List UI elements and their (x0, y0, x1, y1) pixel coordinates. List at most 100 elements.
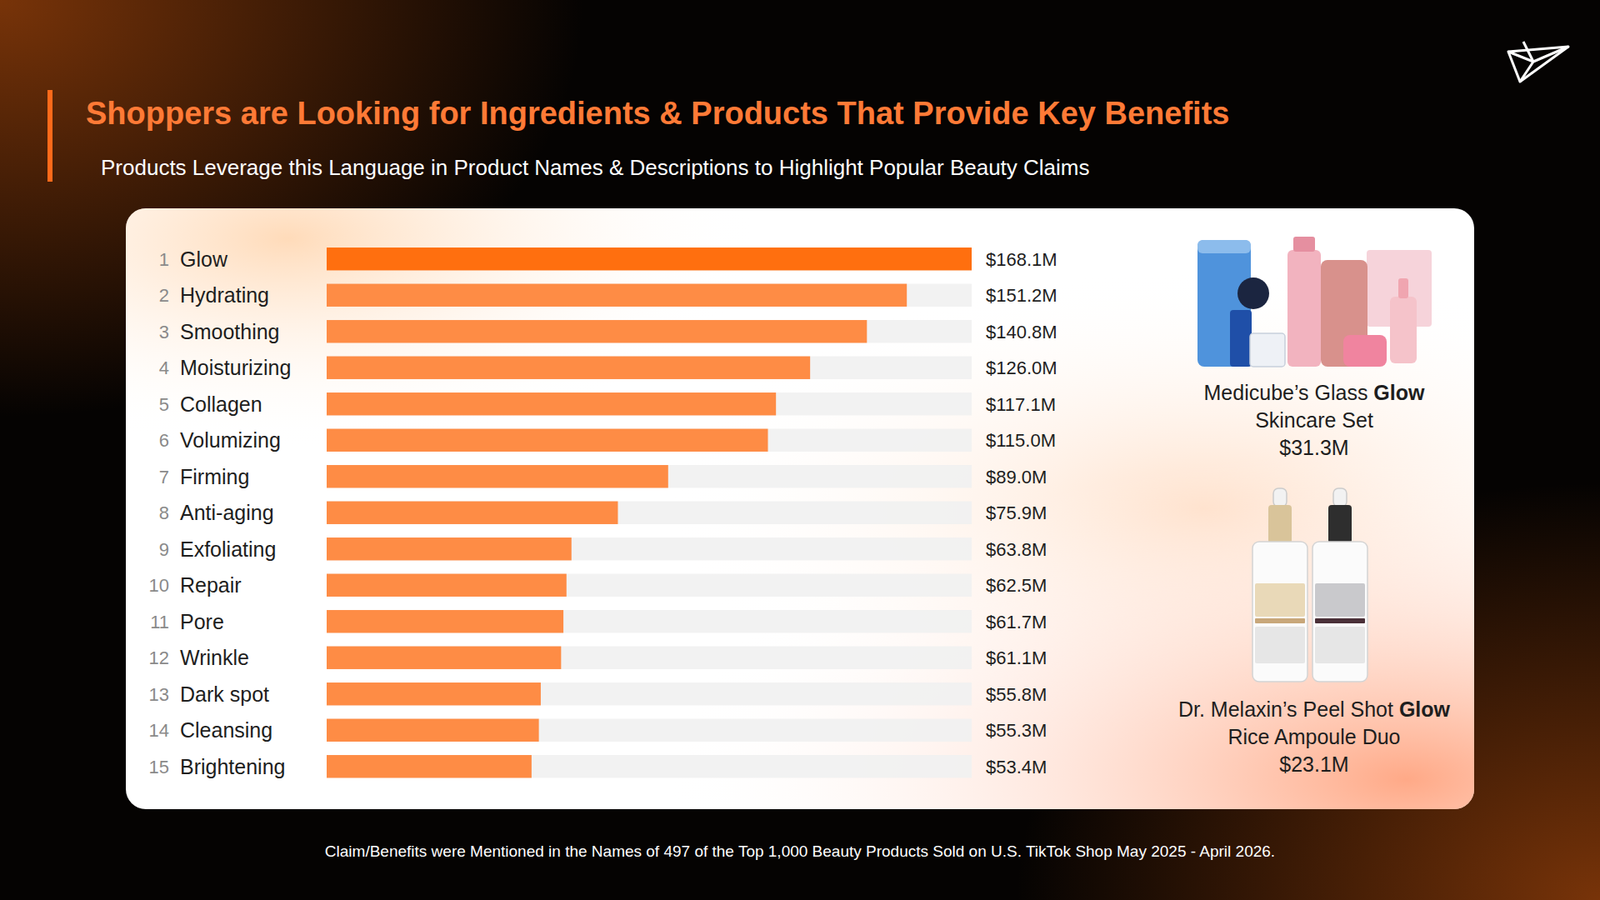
rank-label: 6 (159, 430, 170, 451)
bar (326, 392, 776, 415)
bar (326, 320, 867, 343)
tracks (326, 247, 972, 778)
rank-label: 11 (150, 611, 170, 633)
product-shape (1328, 505, 1352, 544)
track (326, 501, 972, 525)
rank-label: 7 (159, 466, 170, 488)
bar (326, 356, 810, 380)
bar (326, 465, 669, 488)
bar (326, 719, 540, 742)
category-label: Pore (180, 610, 225, 634)
category-label: Exfoliating (180, 537, 276, 561)
category-label: Firming (180, 465, 250, 489)
rank-label: 10 (149, 575, 170, 596)
rank-label: 1 (159, 249, 170, 270)
product-shape (1333, 488, 1347, 507)
bars (326, 247, 972, 778)
bar (326, 574, 567, 597)
bar (326, 646, 561, 670)
footnote: Claim/Benefits were Mentioned in the Nam… (325, 842, 1275, 860)
value-label: $63.8M (985, 539, 1047, 560)
product-shape (1293, 236, 1315, 252)
product-image (1252, 488, 1368, 682)
logo (1508, 41, 1569, 82)
track (326, 247, 972, 270)
rank-label: 4 (159, 357, 170, 379)
bar (326, 284, 907, 307)
rank-label: 13 (149, 684, 170, 705)
bar (326, 429, 769, 452)
accent-bar (47, 90, 53, 182)
canvas: Shoppers are Looking for Ingredients & P… (0, 0, 1600, 900)
caption-bold: Glow (1373, 380, 1425, 405)
bar (326, 682, 541, 705)
bar (326, 610, 564, 633)
value-label: $61.7M (985, 611, 1047, 633)
rank-label: 5 (159, 394, 170, 415)
product-caption: Rice Ampoule Duo (1227, 725, 1400, 749)
category-label: Glow (180, 247, 229, 271)
value-label: $55.8M (985, 684, 1047, 705)
bar (326, 755, 532, 778)
caption-bold: Glow (1399, 697, 1451, 721)
value-label: $117.1M (985, 394, 1056, 415)
value-label: $151.2M (985, 285, 1058, 306)
value-label: $168.1M (985, 249, 1058, 270)
category-label: Hydrating (180, 283, 270, 307)
panel (125, 208, 1475, 810)
track (326, 719, 972, 742)
category-label: Moisturizing (180, 355, 291, 380)
product-shape (1250, 333, 1285, 367)
track (326, 574, 972, 597)
category-label: Smoothing (180, 320, 280, 344)
track (326, 392, 972, 415)
product-shape (1315, 626, 1365, 664)
panel-glow (125, 208, 1475, 810)
bar (326, 537, 572, 560)
track (326, 610, 972, 633)
product-image (1197, 236, 1432, 367)
product-caption: Medicube’s Glass Glow (1204, 380, 1425, 405)
track (326, 682, 972, 705)
track (326, 537, 972, 560)
product-caption: $31.3M (1279, 435, 1349, 460)
product-shape (1390, 296, 1417, 364)
value-label: $61.1M (985, 647, 1047, 669)
product-shape (1230, 310, 1252, 367)
category-label: Dark spot (180, 682, 270, 706)
caption-part: Medicube’s Glass (1204, 380, 1375, 405)
panel-glow (125, 208, 1475, 810)
product-shape (1287, 250, 1321, 367)
category-label: Volumizing (180, 428, 281, 452)
track (326, 356, 972, 380)
rank-label: 2 (159, 285, 170, 306)
rank-label: 14 (149, 720, 170, 741)
logo-shape (1508, 41, 1569, 82)
value-label: $89.0M (985, 466, 1047, 488)
rank-label: 8 (159, 502, 170, 524)
product-caption: Dr. Melaxin’s Peel Shot Glow (1178, 697, 1451, 721)
product-shape (1343, 335, 1387, 367)
product-shape (1252, 541, 1308, 682)
product-shape (1273, 488, 1287, 507)
value-label: $140.8M (985, 321, 1058, 343)
title: Shoppers are Looking for Ingredients & P… (85, 95, 1230, 131)
track (326, 465, 972, 488)
category-label: Repair (180, 573, 242, 597)
labels: 123456789101112131415GlowHydratingSmooth… (149, 247, 1058, 779)
value-label: $62.5M (985, 575, 1047, 596)
value-label: $115.0M (985, 430, 1056, 451)
product-shape (1315, 618, 1365, 624)
category-label: Cleansing (180, 718, 273, 742)
panel-glow (125, 208, 1475, 810)
product-shape (1315, 583, 1365, 617)
value-label: $75.9M (985, 502, 1047, 524)
product-shape (1312, 541, 1368, 682)
caption-part: Dr. Melaxin’s Peel Shot (1178, 697, 1400, 721)
track (326, 320, 972, 343)
category-label: Brightening (180, 755, 285, 779)
rank-label: 9 (159, 539, 170, 560)
product-caption: Skincare Set (1255, 408, 1374, 432)
product-shape (1398, 278, 1409, 299)
product-shape (1268, 505, 1292, 544)
